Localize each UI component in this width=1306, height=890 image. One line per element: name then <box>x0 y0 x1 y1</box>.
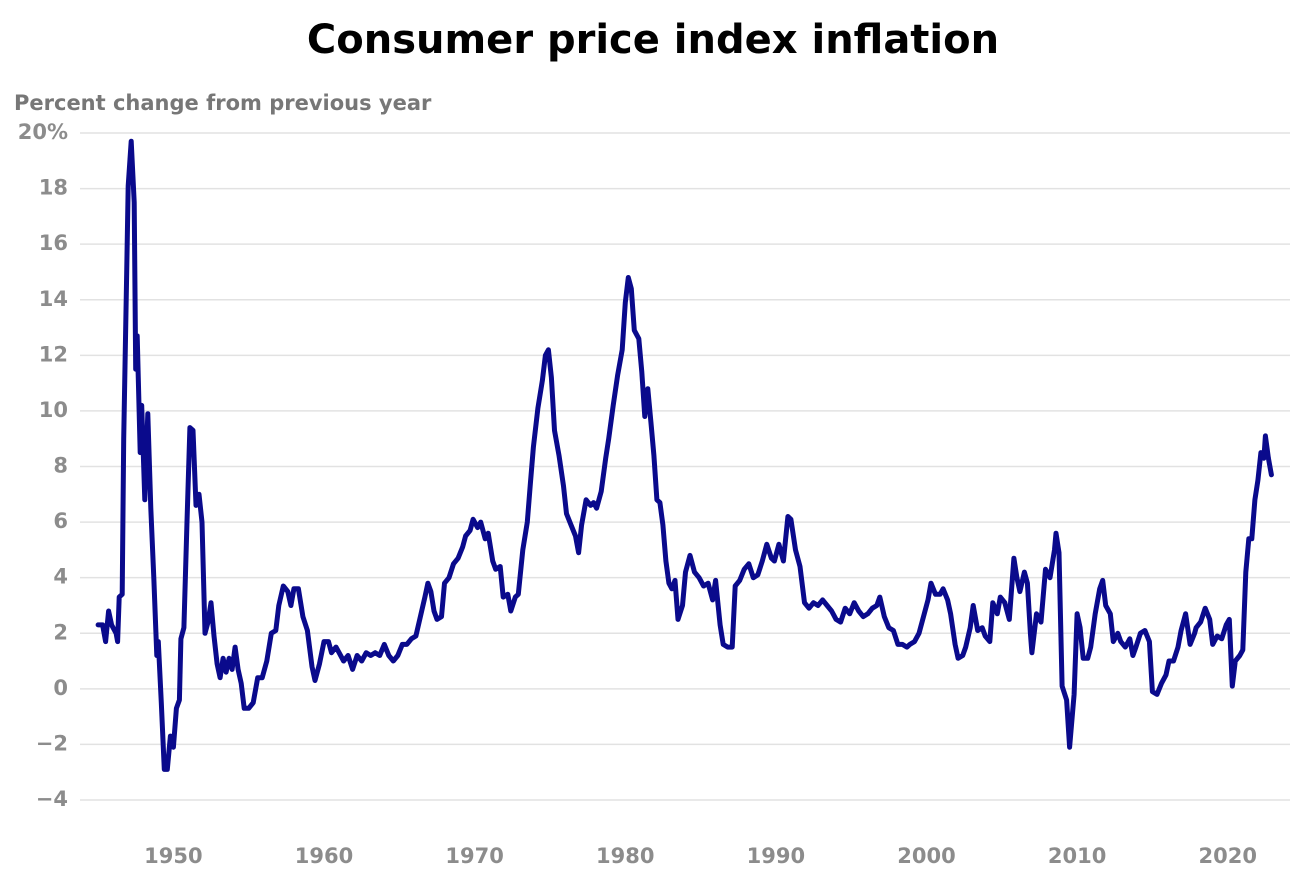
x-tick-label: 2000 <box>897 844 955 868</box>
y-tick-label: −4 <box>36 787 68 811</box>
y-tick-label: 14 <box>39 287 68 311</box>
y-tick-label: −2 <box>36 731 68 755</box>
x-tick-label: 1960 <box>295 844 353 868</box>
y-axis-label: Percent change from previous year <box>14 91 432 115</box>
x-tick-label: 1970 <box>445 844 503 868</box>
x-tick-label: 2010 <box>1048 844 1106 868</box>
chart-title: Consumer price index inflation <box>307 17 999 63</box>
y-tick-label: 20% <box>18 120 68 144</box>
y-tick-label: 18 <box>39 176 68 200</box>
y-tick-label: 6 <box>53 509 68 533</box>
y-tick-label: 0 <box>53 676 68 700</box>
y-tick-label: 4 <box>53 565 68 589</box>
y-tick-label: 12 <box>39 342 68 366</box>
line <box>95 138 1274 772</box>
x-tick-label: 1950 <box>144 844 202 868</box>
y-tick-label: 16 <box>39 231 68 255</box>
x-tick-label: 1990 <box>747 844 805 868</box>
y-tick-label: 10 <box>39 398 68 422</box>
x-tick-label: 2020 <box>1199 844 1257 868</box>
y-tick-label: 8 <box>53 454 68 478</box>
y-tick-label: 2 <box>53 620 68 644</box>
x-tick-label: 1980 <box>596 844 654 868</box>
